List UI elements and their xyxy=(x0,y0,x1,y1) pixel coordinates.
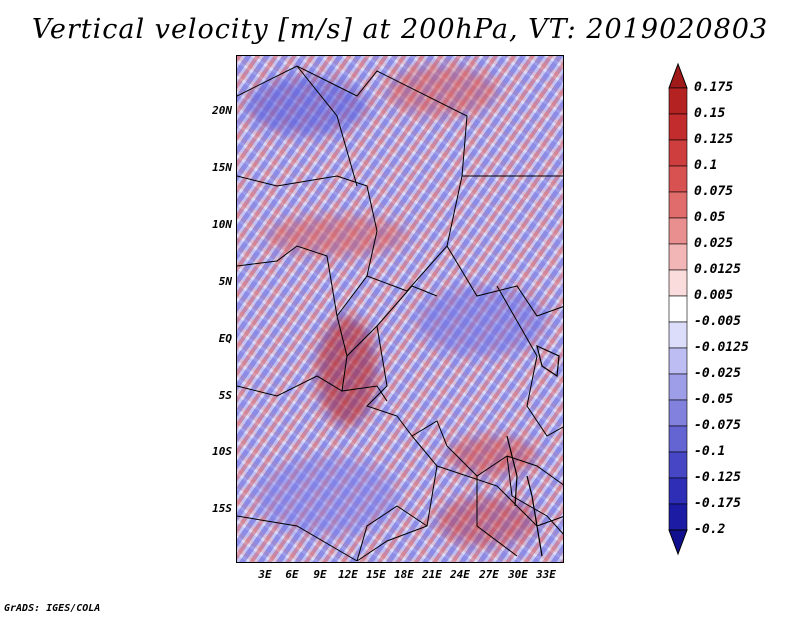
x-tick-label: 21E xyxy=(422,568,442,581)
colorbar-swatch xyxy=(668,425,688,453)
y-tick-label: 5S xyxy=(218,389,232,402)
field-blob xyxy=(317,316,377,426)
colorbar-swatch xyxy=(668,373,688,401)
x-tick-label: 18E xyxy=(394,568,414,581)
grads-credit: GrADS: IGES/COLA xyxy=(4,603,101,614)
x-tick-label: 33E xyxy=(536,568,556,581)
field-blob xyxy=(267,216,407,256)
x-tick-label: 24E xyxy=(450,568,470,581)
colorbar-swatch xyxy=(668,321,688,349)
colorbar-label: -0.125 xyxy=(694,470,741,485)
colorbar-label: 0.125 xyxy=(694,132,734,147)
colorbar-swatch xyxy=(668,217,688,245)
colorbar-swatch xyxy=(668,477,688,505)
field-blob xyxy=(447,436,537,476)
x-tick-label: 3E xyxy=(258,568,272,581)
x-tick-label: 12E xyxy=(338,568,358,581)
colorbar-label: 0.0125 xyxy=(694,262,741,277)
y-tick-label: 15N xyxy=(212,161,232,174)
y-tick-label: EQ xyxy=(218,332,232,345)
colorbar-label: 0.075 xyxy=(694,184,734,199)
field-blob xyxy=(437,496,537,546)
colorbar-swatch xyxy=(668,87,688,115)
chart-title: Vertical velocity [m/s] at 200hPa, VT: 2… xyxy=(31,14,769,45)
colorbar-swatch xyxy=(668,503,688,531)
field-blob xyxy=(387,66,497,116)
country-borders xyxy=(237,65,563,562)
colorbar-extend-min xyxy=(668,529,688,556)
colorbar-label: 0.05 xyxy=(694,210,726,225)
colorbar-label: -0.1 xyxy=(694,444,726,459)
x-tick-label: 30E xyxy=(508,568,528,581)
colorbar-label: 0.025 xyxy=(694,236,734,251)
colorbar-label: -0.175 xyxy=(694,496,741,511)
y-tick-label: 10N xyxy=(212,218,232,231)
y-tick-label: 20N xyxy=(212,104,232,117)
field-blob xyxy=(247,76,367,136)
colorbar-label: -0.005 xyxy=(694,314,741,329)
x-tick-label: 6E xyxy=(285,568,299,581)
y-tick-label: 10S xyxy=(212,445,232,458)
colorbar-label: 0.175 xyxy=(694,80,734,95)
colorbar-label: -0.05 xyxy=(694,392,734,407)
map-plot-area xyxy=(236,55,564,563)
colorbar-label: 0.1 xyxy=(694,158,718,173)
colorbar-label: 0.15 xyxy=(694,106,726,121)
x-tick-label: 27E xyxy=(479,568,499,581)
colorbar-label: -0.075 xyxy=(694,418,741,433)
colorbar-swatch xyxy=(668,347,688,375)
colorbar-swatch xyxy=(668,139,688,167)
colorbar-label: -0.0125 xyxy=(694,340,749,355)
colorbar-swatch xyxy=(668,165,688,193)
colorbar-label: -0.025 xyxy=(694,366,741,381)
colorbar-swatch xyxy=(668,113,688,141)
colorbar-label: 0.005 xyxy=(694,288,734,303)
colorbar-swatch xyxy=(668,399,688,427)
y-tick-label: 5N xyxy=(218,275,232,288)
x-tick-label: 9E xyxy=(313,568,327,581)
field-blob xyxy=(257,456,397,536)
colorbar-swatch xyxy=(668,243,688,271)
colorbar-swatch xyxy=(668,191,688,219)
colorbar-swatch xyxy=(668,269,688,297)
colorbar-swatch xyxy=(668,451,688,479)
y-tick-label: 15S xyxy=(212,502,232,515)
colorbar-swatch xyxy=(668,295,688,323)
colorbar-extend-max xyxy=(668,62,688,89)
x-tick-label: 15E xyxy=(366,568,386,581)
colorbar-label: -0.2 xyxy=(694,522,726,537)
colorbar xyxy=(668,62,688,556)
